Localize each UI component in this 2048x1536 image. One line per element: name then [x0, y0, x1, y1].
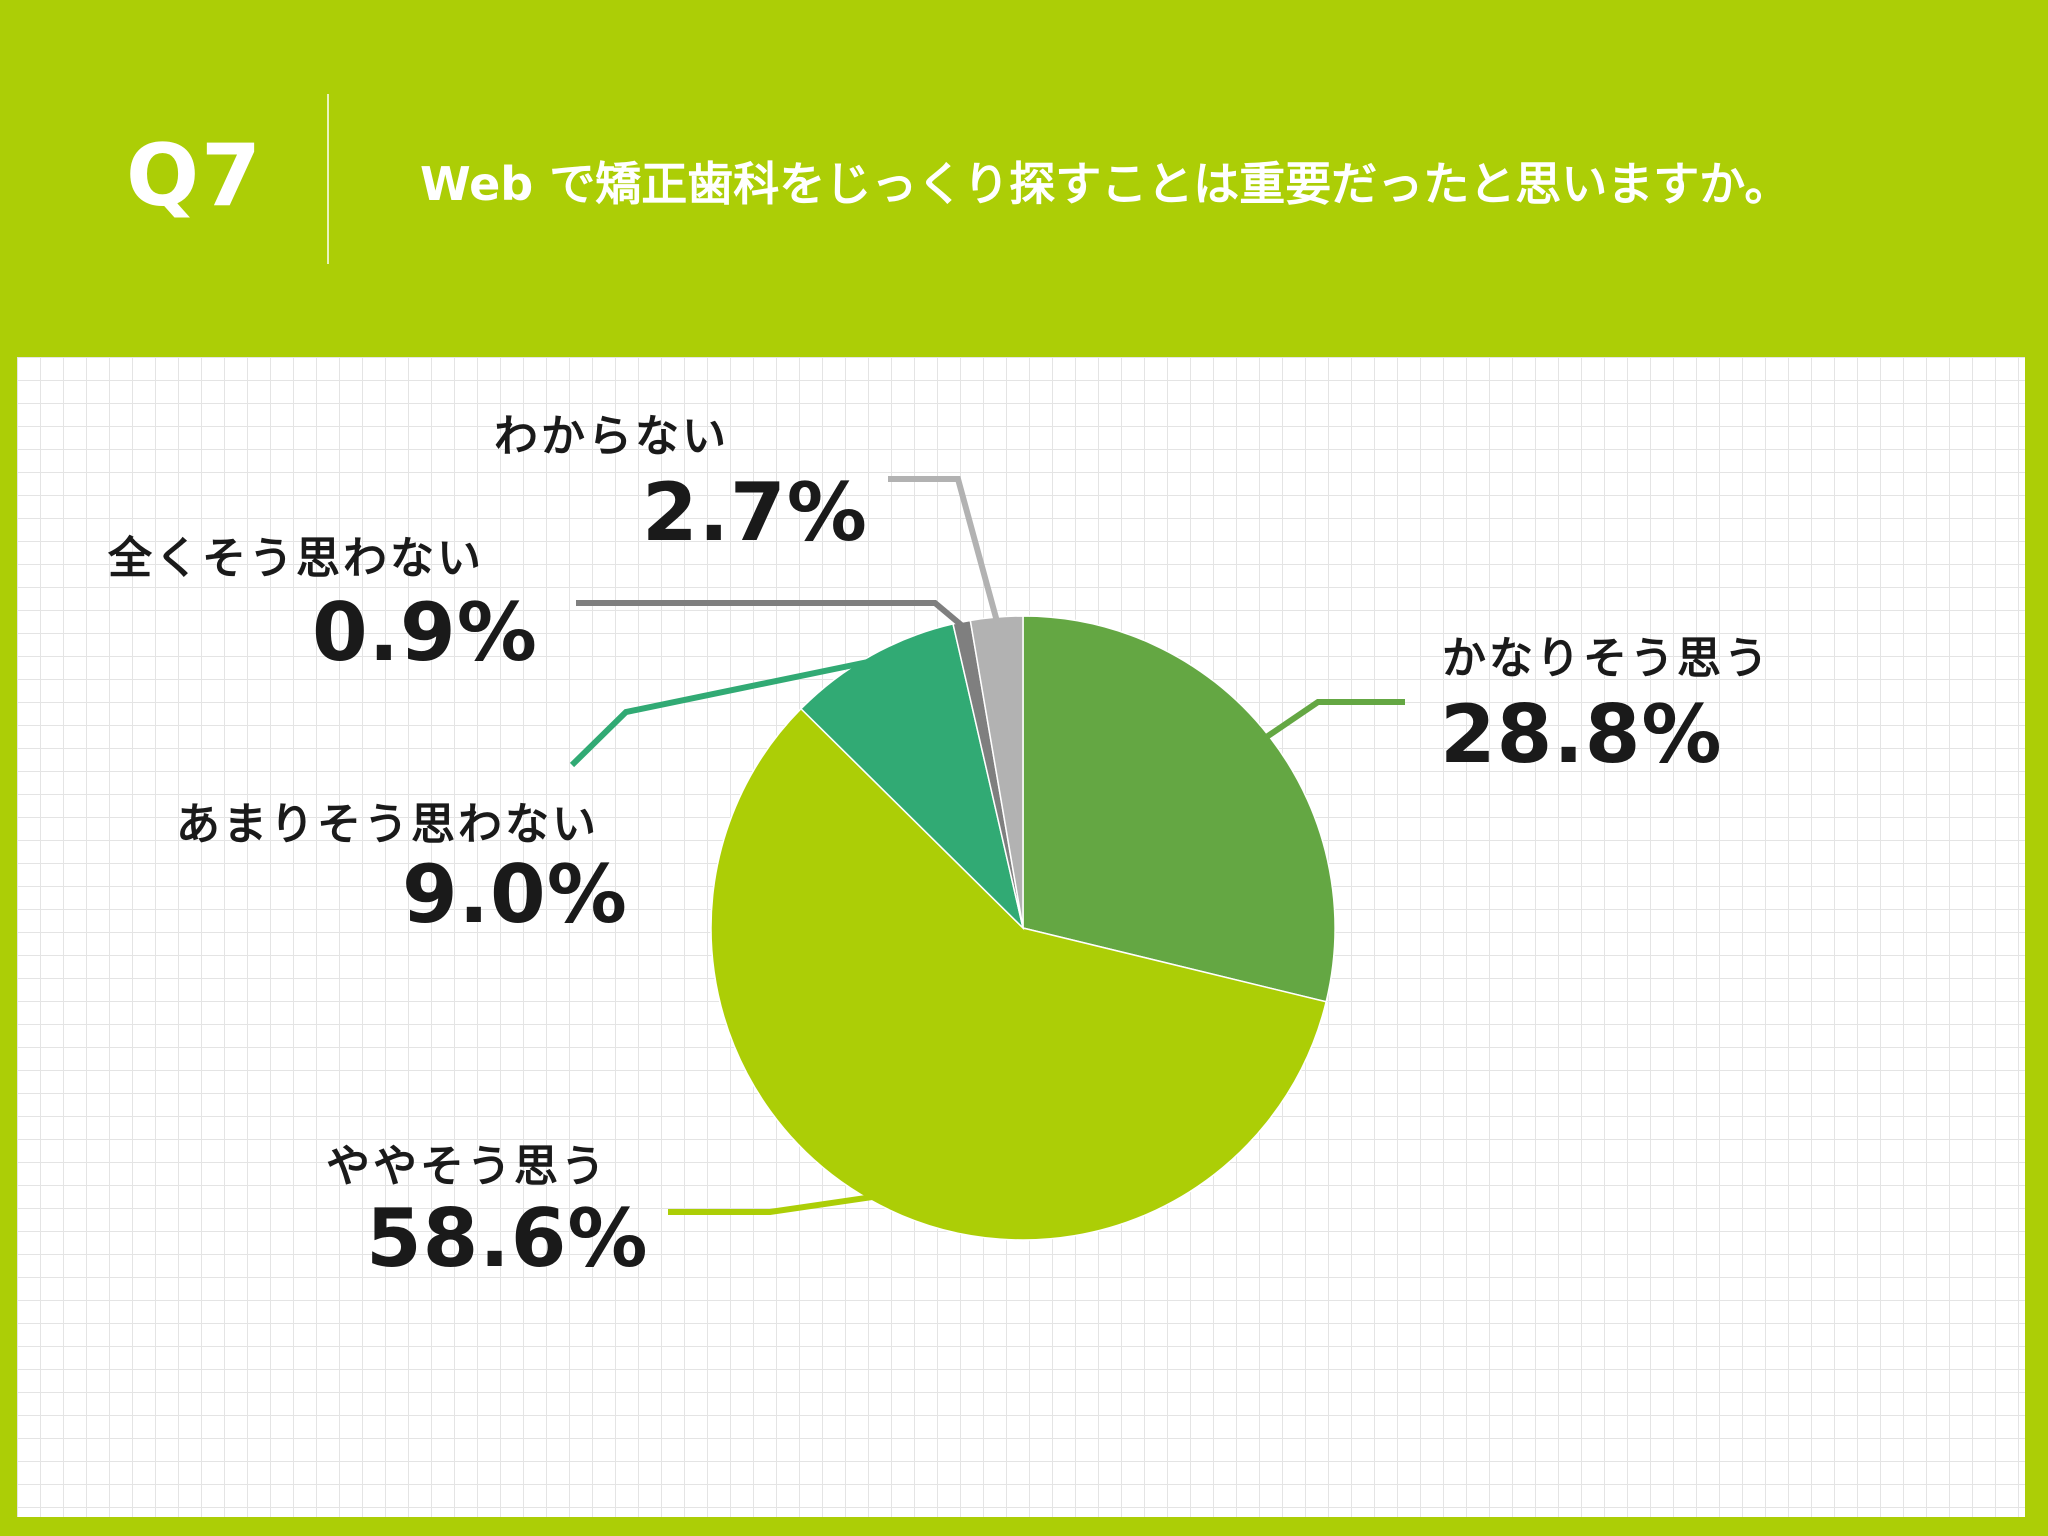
slice-label-category: わからない — [494, 411, 729, 462]
leader-line — [668, 1193, 874, 1215]
pie-slice — [799, 623, 1025, 931]
leader-line — [576, 600, 965, 629]
slice-label-category: 全くそう思わない — [108, 533, 484, 584]
slice-label-category: あまりそう思わない — [176, 799, 599, 850]
header-divider — [327, 94, 329, 264]
slice-label-category: ややそう思う — [326, 1141, 608, 1192]
pie-slice — [710, 707, 1328, 1241]
slice-label-value: 2.7% — [642, 466, 868, 559]
question-text: Web で矯正歯科をじっくり探すことは重要だったと思いますか。 — [420, 157, 1791, 211]
header: Q7 Web で矯正歯科をじっくり探すことは重要だったと思いますか。 — [0, 0, 2048, 357]
slice-label-value: 0.9% — [312, 586, 538, 679]
leader-line — [888, 476, 1000, 622]
leader-line — [569, 657, 875, 768]
chart-panel — [17, 357, 2025, 1517]
slice-label-category: かなりそう思う — [1442, 633, 1771, 684]
slice-label-value: 28.8% — [1440, 688, 1723, 781]
slice-label-value: 9.0% — [402, 848, 628, 941]
leader-line — [1261, 699, 1405, 742]
slice-label-value: 58.6% — [366, 1192, 649, 1285]
question-number: Q7 — [126, 126, 263, 226]
